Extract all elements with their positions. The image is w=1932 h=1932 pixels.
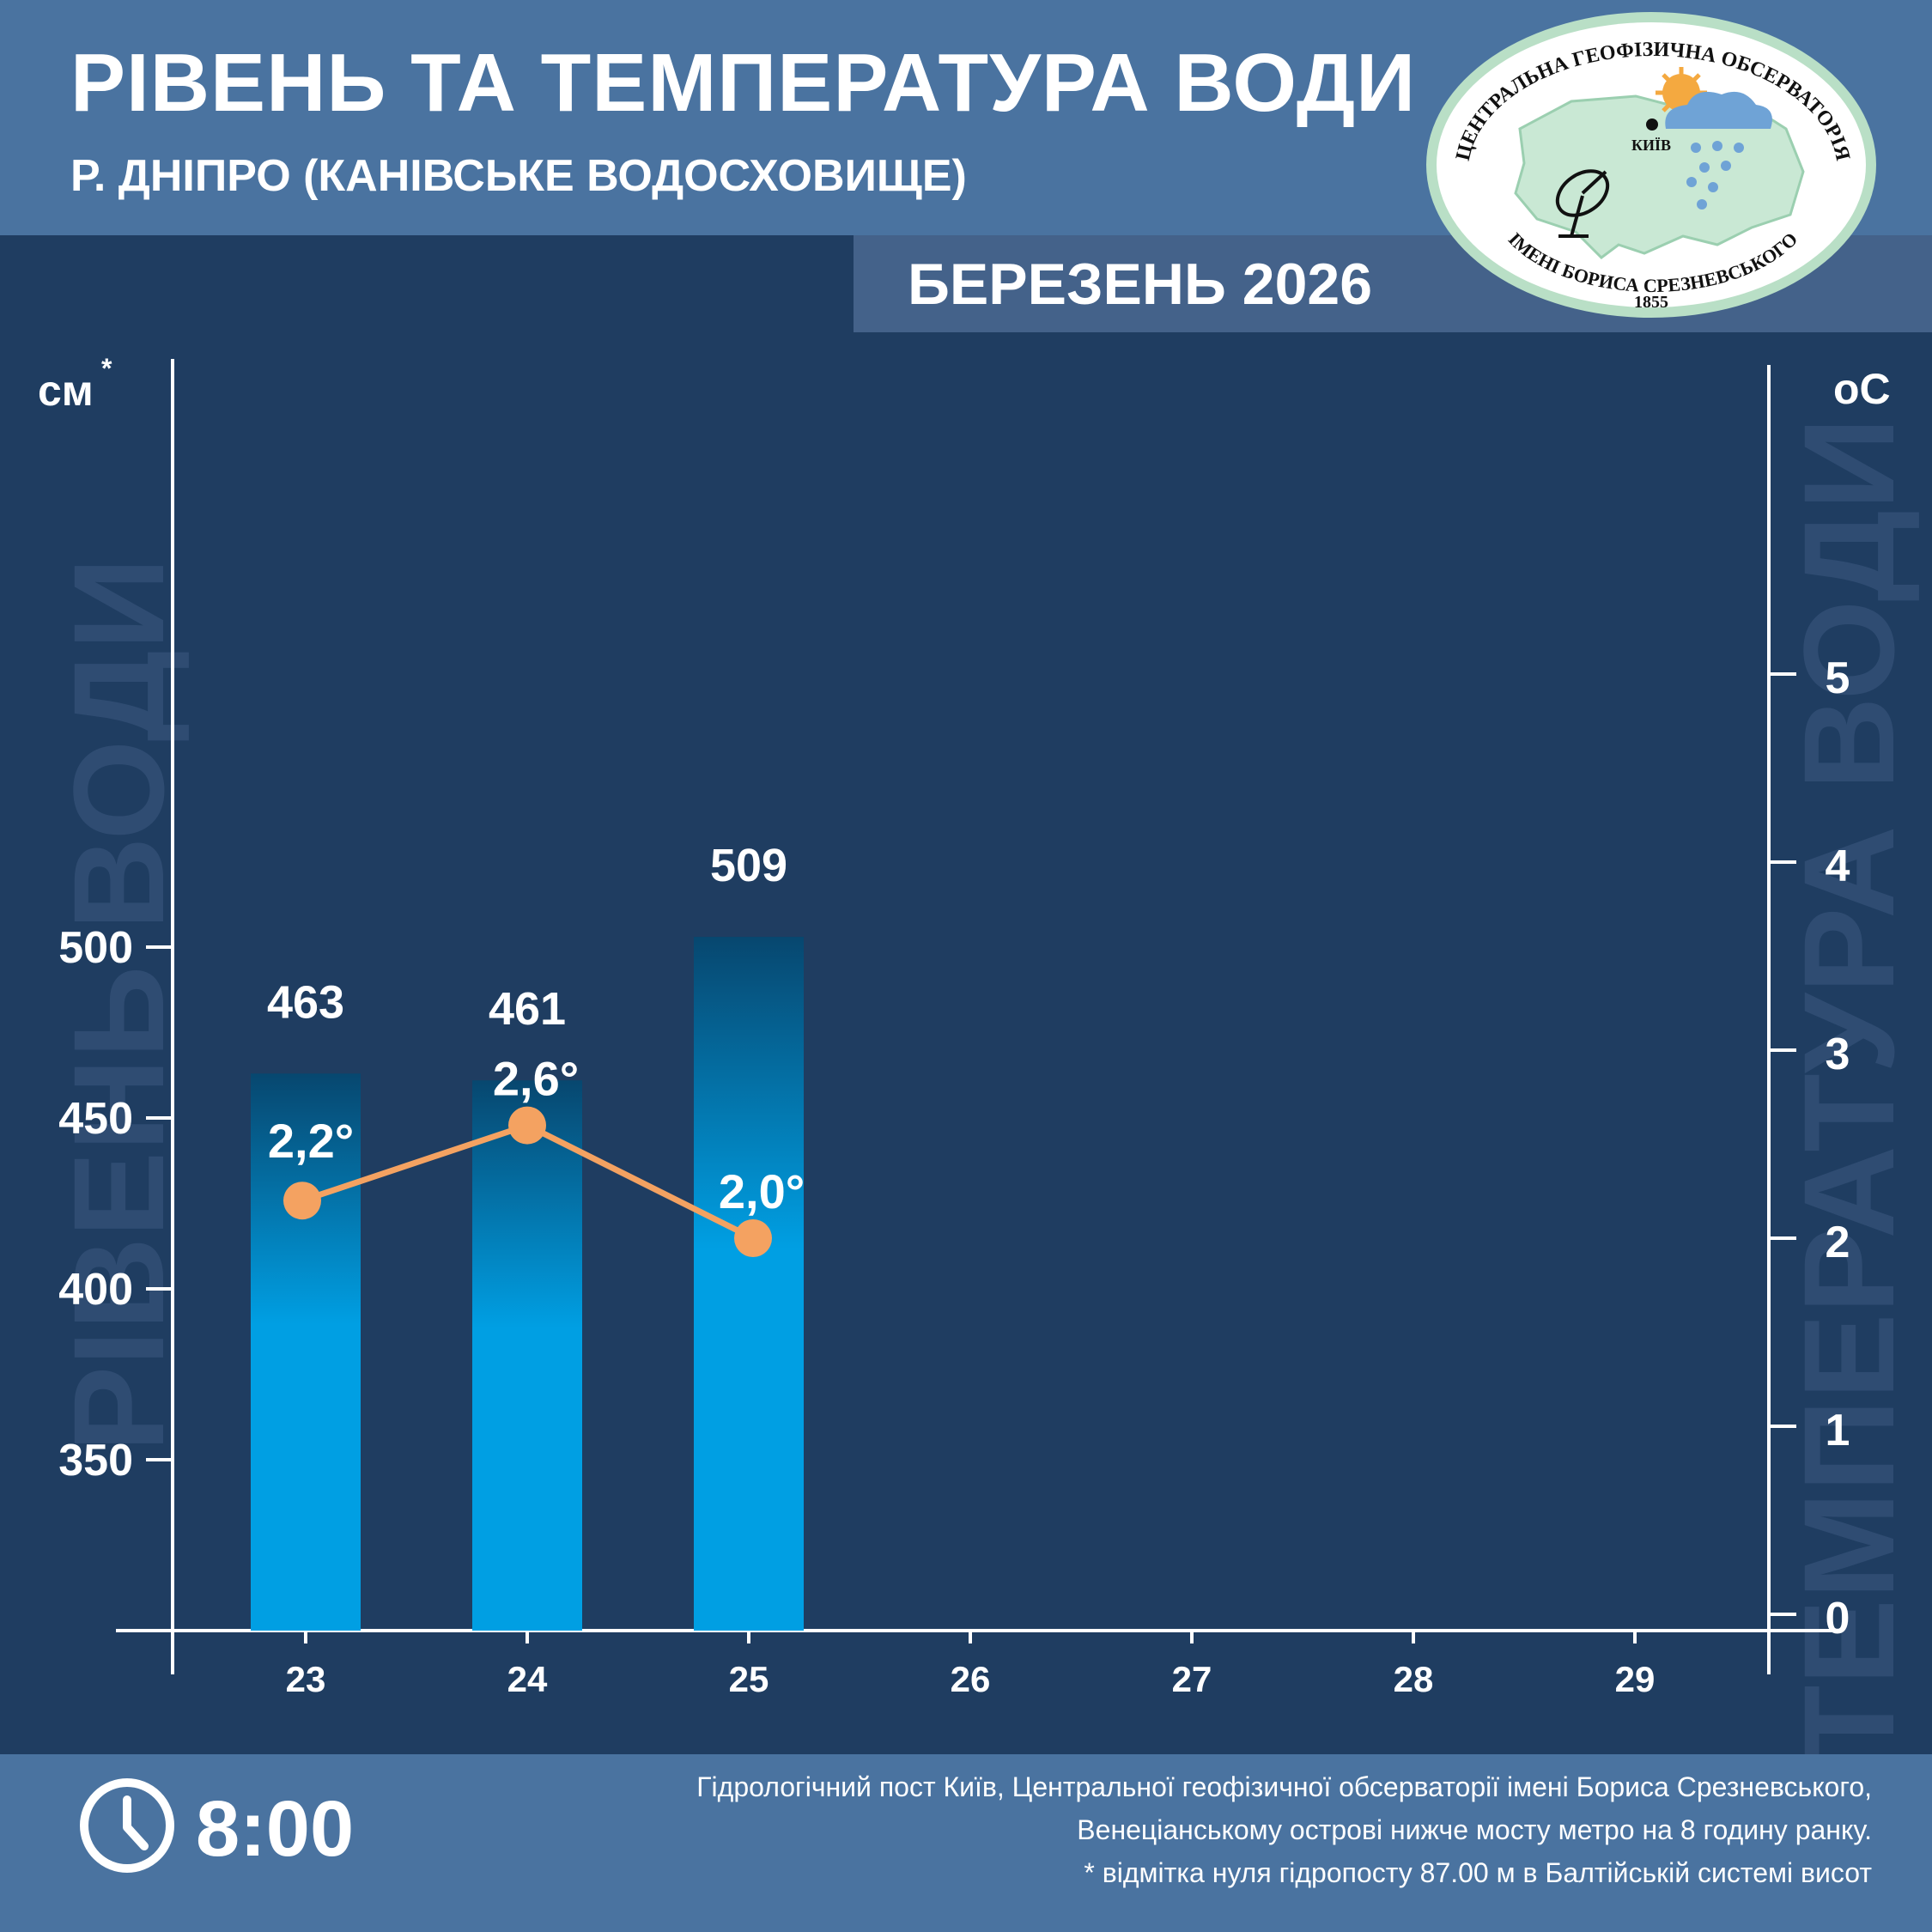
right-ticks: 0 1 2 3 4 5 [1769, 653, 1850, 1643]
logo-city: КИЇВ [1631, 137, 1671, 154]
footer-note-line-3: * відмітка нуля гідропосту 87.00 м в Бал… [1084, 1857, 1872, 1888]
x-tick-label: 24 [507, 1659, 548, 1699]
measurement-time: 8:00 [196, 1785, 355, 1873]
left-unit: см [38, 367, 94, 415]
water-level-bar [472, 1080, 582, 1631]
left-axis-watermark: РІВЕНЬ ВОДИ [46, 557, 191, 1452]
kyiv-dot-icon [1646, 118, 1658, 131]
water-level-bar [694, 937, 804, 1631]
left-tick-label: 450 [58, 1094, 133, 1144]
right-tick-label: 5 [1826, 653, 1850, 703]
x-tick-label: 26 [951, 1659, 991, 1699]
page-subtitle: Р. ДНІПРО (КАНІВСЬКЕ ВОДОСХОВИЩЕ) [70, 151, 967, 201]
left-tick-label: 500 [58, 923, 133, 973]
right-tick-label: 0 [1826, 1594, 1850, 1643]
x-tick-label: 28 [1394, 1659, 1434, 1699]
temperature-point [734, 1219, 772, 1257]
x-tick-label: 29 [1615, 1659, 1656, 1699]
bars: 463 461 509 [251, 840, 804, 1631]
footer-band [0, 1754, 1932, 1932]
temperature-label: 2,2° [268, 1114, 354, 1168]
water-level-bar [251, 1073, 361, 1631]
left-tick-label: 400 [58, 1265, 133, 1315]
logo-year: 1855 [1634, 293, 1668, 312]
x-ticks: 23 24 25 26 27 28 29 [286, 1631, 1656, 1699]
right-tick-label: 4 [1826, 841, 1850, 891]
temperature-point [508, 1106, 546, 1145]
water-level-label: 509 [710, 840, 787, 891]
observatory-logo: КИЇВ ЦЕНТРАЛЬНА ГЕОФІЗИЧНА ОБСЕРВАТОРІЯ … [1426, 12, 1876, 318]
temperature-line: 2,2° 2,6° 2,0° [268, 1052, 805, 1257]
left-tick-label: 350 [58, 1436, 133, 1485]
footer-note-line-2: Венеціанському острові нижче мосту метро… [1077, 1814, 1872, 1845]
left-unit-mark: * [101, 353, 112, 384]
x-tick-label: 23 [286, 1659, 326, 1699]
cloud-icon [1665, 91, 1772, 129]
x-tick-label: 27 [1172, 1659, 1212, 1699]
right-unit: оС [1833, 365, 1891, 413]
temperature-label: 2,6° [493, 1052, 579, 1106]
radar-dish-icon [1555, 169, 1610, 238]
right-tick-label: 3 [1826, 1030, 1850, 1079]
left-ticks: 350 400 450 500 [58, 923, 173, 1485]
water-level-label: 461 [489, 983, 566, 1035]
right-axis-watermark: ТЕМПЕРАТУРА ВОДИ [1777, 417, 1921, 1764]
clock-icon [80, 1778, 174, 1873]
temperature-label: 2,0° [719, 1164, 805, 1218]
right-tick-label: 2 [1826, 1218, 1850, 1267]
footer-note-line-1: Гідрологічний пост Київ, Центральної гео… [696, 1771, 1872, 1802]
rain-icon [1686, 141, 1744, 210]
month-label: БЕРЕЗЕНЬ 2026 [908, 252, 1373, 317]
temperature-point [283, 1182, 321, 1220]
x-tick-label: 25 [729, 1659, 769, 1699]
right-tick-label: 1 [1826, 1406, 1850, 1455]
water-level-label: 463 [267, 976, 344, 1028]
page-title: РІВЕНЬ ТА ТЕМПЕРАТУРА ВОДИ [70, 37, 1417, 129]
